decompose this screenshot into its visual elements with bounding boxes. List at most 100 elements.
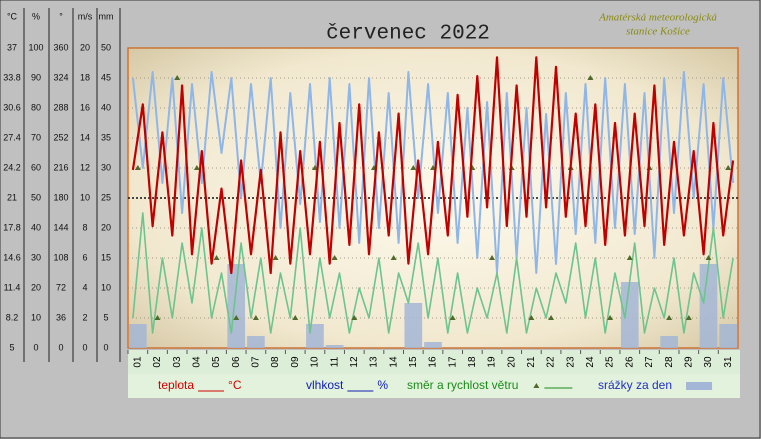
y-tick-label: 0	[82, 342, 87, 352]
y-tick-label: 30.6	[3, 102, 21, 112]
legend-marker	[533, 383, 540, 388]
wind-direction-marker	[489, 255, 496, 260]
y-tick-label: 90	[31, 72, 41, 82]
x-tick-label: 07	[251, 356, 262, 368]
axis-unit: %	[32, 11, 40, 21]
x-tick-label: 09	[290, 356, 301, 368]
humidity-line	[131, 71, 735, 274]
y-tick-label: 8	[82, 222, 87, 232]
legend-label: směr a rychlost větru	[407, 378, 518, 392]
subtitle: stanice Košice	[626, 26, 690, 38]
precip-bar	[404, 303, 423, 348]
x-tick-label: 28	[664, 356, 675, 368]
wind-direction-marker	[351, 315, 358, 320]
x-tick-label: 21	[526, 356, 537, 368]
x-tick-label: 22	[546, 356, 557, 368]
y-tick-label: 10	[101, 282, 111, 292]
y-tick-label: 17.8	[3, 222, 21, 232]
x-tick-label: 27	[644, 356, 655, 368]
x-tick-label: 03	[172, 356, 183, 368]
x-tick-label: 25	[605, 356, 616, 368]
precip-bar	[227, 264, 246, 348]
x-tick-label: 14	[388, 356, 399, 368]
wind-direction-marker	[252, 315, 259, 320]
precip-bar	[325, 345, 344, 348]
y-tick-label: 216	[53, 162, 68, 172]
wind-direction-marker	[193, 165, 200, 170]
y-tick-label: 15	[101, 252, 111, 262]
y-tick-label: 72	[56, 282, 66, 292]
x-tick-label: 26	[624, 356, 635, 368]
y-tick-label: 180	[53, 192, 68, 202]
y-tick-label: 37	[7, 42, 17, 52]
x-tick-label: 15	[408, 356, 419, 368]
y-tick-label: 70	[31, 132, 41, 142]
y-tick-label: 6	[82, 252, 87, 262]
x-tick-label: 06	[231, 356, 242, 368]
legend-strip	[128, 374, 740, 398]
wind-direction-marker	[725, 165, 732, 170]
wind-direction-marker	[626, 255, 633, 260]
x-tick-label: 16	[428, 356, 439, 368]
y-tick-label: 5	[9, 342, 14, 352]
precip-bar	[660, 336, 678, 348]
y-tick-label: 60	[31, 162, 41, 172]
axis-unit: °	[59, 11, 63, 21]
y-tick-label: 33.8	[3, 72, 21, 82]
precip-bar	[424, 342, 442, 348]
wind-direction-marker	[154, 315, 161, 320]
x-tick-label: 12	[349, 356, 360, 368]
y-tick-label: 12	[80, 162, 90, 172]
y-tick-label: 40	[31, 222, 41, 232]
y-tick-label: 20	[101, 222, 111, 232]
legend-swatch	[686, 382, 713, 390]
x-tick-label: 10	[310, 356, 321, 368]
temperature-line	[131, 56, 735, 275]
y-tick-label: 18	[80, 72, 90, 82]
subtitle: Amatérská meteorologická	[598, 12, 717, 24]
axis-unit: mm	[99, 11, 114, 21]
y-tick-label: 24.2	[3, 162, 21, 172]
y-tick-label: 20	[31, 282, 41, 292]
y-tick-label: 25	[101, 192, 111, 202]
precip-bar	[719, 324, 737, 348]
wind-direction-marker	[213, 255, 220, 260]
x-tick-label: 19	[487, 356, 498, 368]
precip-bar	[699, 264, 718, 348]
x-tick-label: 02	[152, 356, 163, 368]
y-tick-label: 324	[53, 72, 68, 82]
x-tick-label: 05	[211, 356, 222, 368]
y-tick-label: 35	[101, 132, 111, 142]
y-tick-label: 10	[80, 192, 90, 202]
legend-unit: °C	[228, 378, 242, 392]
wind-direction-marker	[607, 315, 614, 320]
legend-unit: %	[377, 378, 388, 392]
y-tick-label: 108	[53, 252, 68, 262]
y-tick-label: 0	[58, 342, 63, 352]
x-tick-label: 30	[703, 356, 714, 368]
legend-label: teplota	[158, 378, 194, 392]
x-tick-label: 08	[270, 356, 281, 368]
precip-bar	[247, 336, 265, 348]
x-tick-label: 24	[585, 356, 596, 368]
wind-direction-marker	[449, 315, 456, 320]
y-tick-label: 8.2	[6, 312, 19, 322]
y-tick-label: 14	[80, 132, 90, 142]
x-tick-label: 20	[506, 356, 517, 368]
y-tick-label: 40	[101, 102, 111, 112]
x-tick-label: 04	[192, 356, 203, 368]
wind-direction-marker	[390, 255, 397, 260]
y-tick-label: 30	[31, 252, 41, 262]
axis-unit: °C	[7, 11, 18, 21]
wind-direction-marker	[666, 315, 673, 320]
wind-direction-marker	[292, 315, 299, 320]
y-tick-label: 36	[56, 312, 66, 322]
y-tick-label: 288	[53, 102, 68, 112]
y-tick-label: 50	[31, 192, 41, 202]
y-tick-label: 252	[53, 132, 68, 142]
y-tick-label: 0	[103, 342, 108, 352]
y-tick-label: 2	[82, 312, 87, 322]
y-tick-label: 27.4	[3, 132, 21, 142]
y-tick-label: 80	[31, 102, 41, 112]
